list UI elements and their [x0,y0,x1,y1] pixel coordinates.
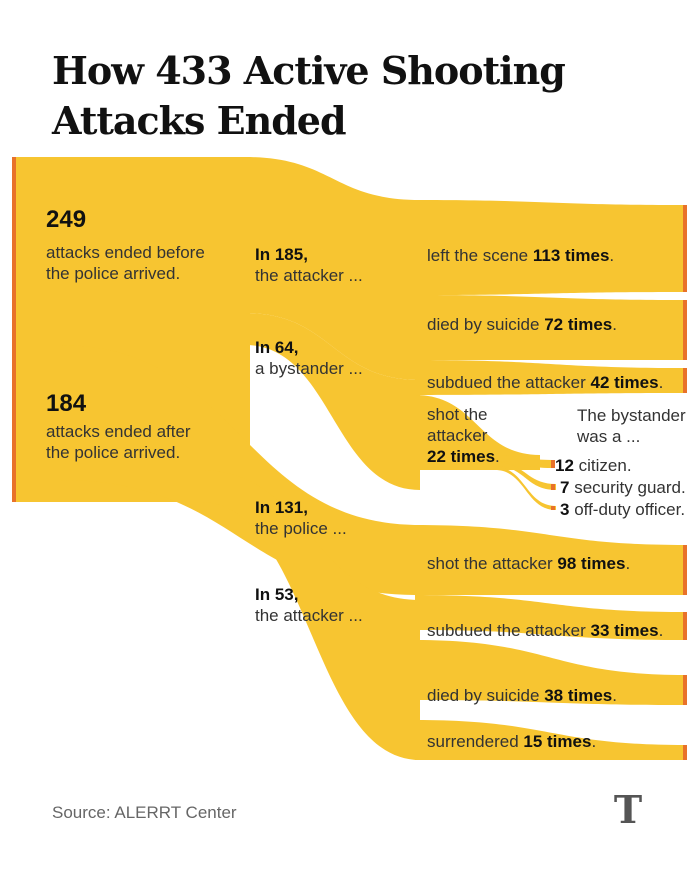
outcome-left-scene: left the scene 113 times. [427,245,614,266]
type-edge-0 [551,460,555,468]
outcome-bystander-shot-period: . [495,447,500,466]
bystander-type-citizen-count: 12 [555,456,574,475]
flow-police-subdued [415,595,685,640]
source-edge [12,157,16,502]
chart-title: How 433 Active Shooting Attacks Ended [52,48,566,143]
outcome-surrendered-period: . [591,732,597,751]
after-police-text: attacks ended after the police arrived. [46,422,191,462]
outcome-left-scene-period: . [609,246,615,265]
flow-bystander [245,313,420,490]
outcome-edge-5 [683,675,687,705]
police-count: In 131, [255,498,308,517]
flow-police-shot [415,525,685,595]
outcome-surrendered-count: 15 times [523,732,592,751]
bystander-type-citizen-label: citizen. [573,456,632,475]
outcome-edge-2 [683,368,687,393]
flow-surrendered [415,720,685,760]
bystander-label: In 64, a bystander ... [255,337,363,379]
flow-bystander-shot [415,395,540,470]
outcome-police-shot-text: shot the attacker [427,554,558,573]
outcome-police-subdued-text: subdued the attacker [427,621,591,640]
flow-bystander-subdued [415,360,685,395]
outcome-police-subdued-count: 33 times [590,621,659,640]
bystander-type-off-duty-label: off-duty officer. [569,500,686,519]
outcome-suicide-before: died by suicide 72 times. [427,314,617,335]
outcome-bystander-shot-line1: shot the [427,405,488,424]
bystander-type-security-guard: 7 security guard. [560,477,686,498]
outcome-suicide-before-text: died by suicide [427,315,545,334]
attacker-after-text: the attacker ... [255,606,363,625]
outcome-suicide-before-count: 72 times [544,315,613,334]
nyt-logo: T [613,787,643,832]
outcome-edge-0 [683,205,687,292]
outcome-edge-6 [683,745,687,760]
outcome-bystander-subdued-count: 42 times [590,373,659,392]
flow-attacker-after [200,470,420,760]
source-note: Source: ALERRT Center [52,803,237,822]
attacker-before-count: In 185, [255,245,308,264]
police-text: the police ... [255,519,347,538]
bystander-type-off-duty: 3 off-duty officer. [560,499,685,520]
outcome-police-subdued: subdued the attacker 33 times. [427,620,663,641]
attacker-before-text: the attacker ... [255,266,363,285]
outcome-bystander-subdued-text: subdued the attacker [427,373,591,392]
outcome-police-shot: shot the attacker 98 times. [427,553,630,574]
flow-suicide-after [415,640,685,705]
outcome-bystander-subdued-period: . [658,373,664,392]
flow-off-duty [495,467,556,510]
outcome-suicide-after-count: 38 times [544,686,613,705]
bystander-type-heading: The bystander was a ... [577,405,686,447]
attacker-after-label: In 53, the attacker ... [255,584,363,626]
outcome-bystander-shot: shot the attacker 22 times. [427,404,500,467]
flow-security-guard [495,462,556,490]
bystander-count: In 64, [255,338,299,357]
outcome-edge-1 [683,300,687,360]
outcome-suicide-after: died by suicide 38 times. [427,685,617,706]
outcome-bystander-shot-line2: attacker [427,426,488,445]
police-label: In 131, the police ... [255,497,347,539]
flow-citizen [495,455,552,468]
bystander-type-citizen: 12 citizen. [555,455,632,476]
outcome-bystander-subdued: subdued the attacker 42 times. [427,372,663,393]
outcome-police-shot-count: 98 times [557,554,626,573]
flow-attacker-before [245,157,420,380]
flow-police [60,345,420,595]
before-police-text: attacks ended before the police arrived. [46,243,205,283]
bystander-type-heading-line2: was a ... [577,427,641,446]
bystander-type-off-duty-count: 3 [560,500,570,519]
bystander-type-heading-line1: The bystander [577,406,686,425]
outcome-edge-3 [683,545,687,595]
outcome-police-shot-period: . [625,554,631,573]
bystander-type-security-guard-label: security guard. [569,478,686,497]
outcome-suicide-after-period: . [612,686,617,705]
bystander-type-security-guard-count: 7 [560,478,570,497]
outcome-suicide-after-text: died by suicide [427,686,545,705]
bystander-text: a bystander ... [255,359,363,378]
outcome-surrendered-text: surrendered [427,732,524,751]
outcome-police-subdued-period: . [658,621,664,640]
flow-suicide-before [415,295,685,360]
flow-left-scene [415,200,685,295]
outcome-left-scene-count: 113 times [532,246,610,265]
outcome-left-scene-text: left the scene [427,246,533,265]
outcome-edge-4 [683,612,687,640]
type-edge-2 [551,506,555,510]
attacker-after-count: In 53, [255,585,299,604]
outcome-bystander-shot-count: 22 times [427,447,496,466]
after-police-count: 184 [46,390,87,417]
type-edge-1 [551,484,555,490]
attacker-before-label: In 185, the attacker ... [255,244,363,286]
before-police-count: 249 [46,206,87,233]
outcome-suicide-before-period: . [612,315,617,334]
outcome-surrendered: surrendered 15 times. [427,731,596,752]
